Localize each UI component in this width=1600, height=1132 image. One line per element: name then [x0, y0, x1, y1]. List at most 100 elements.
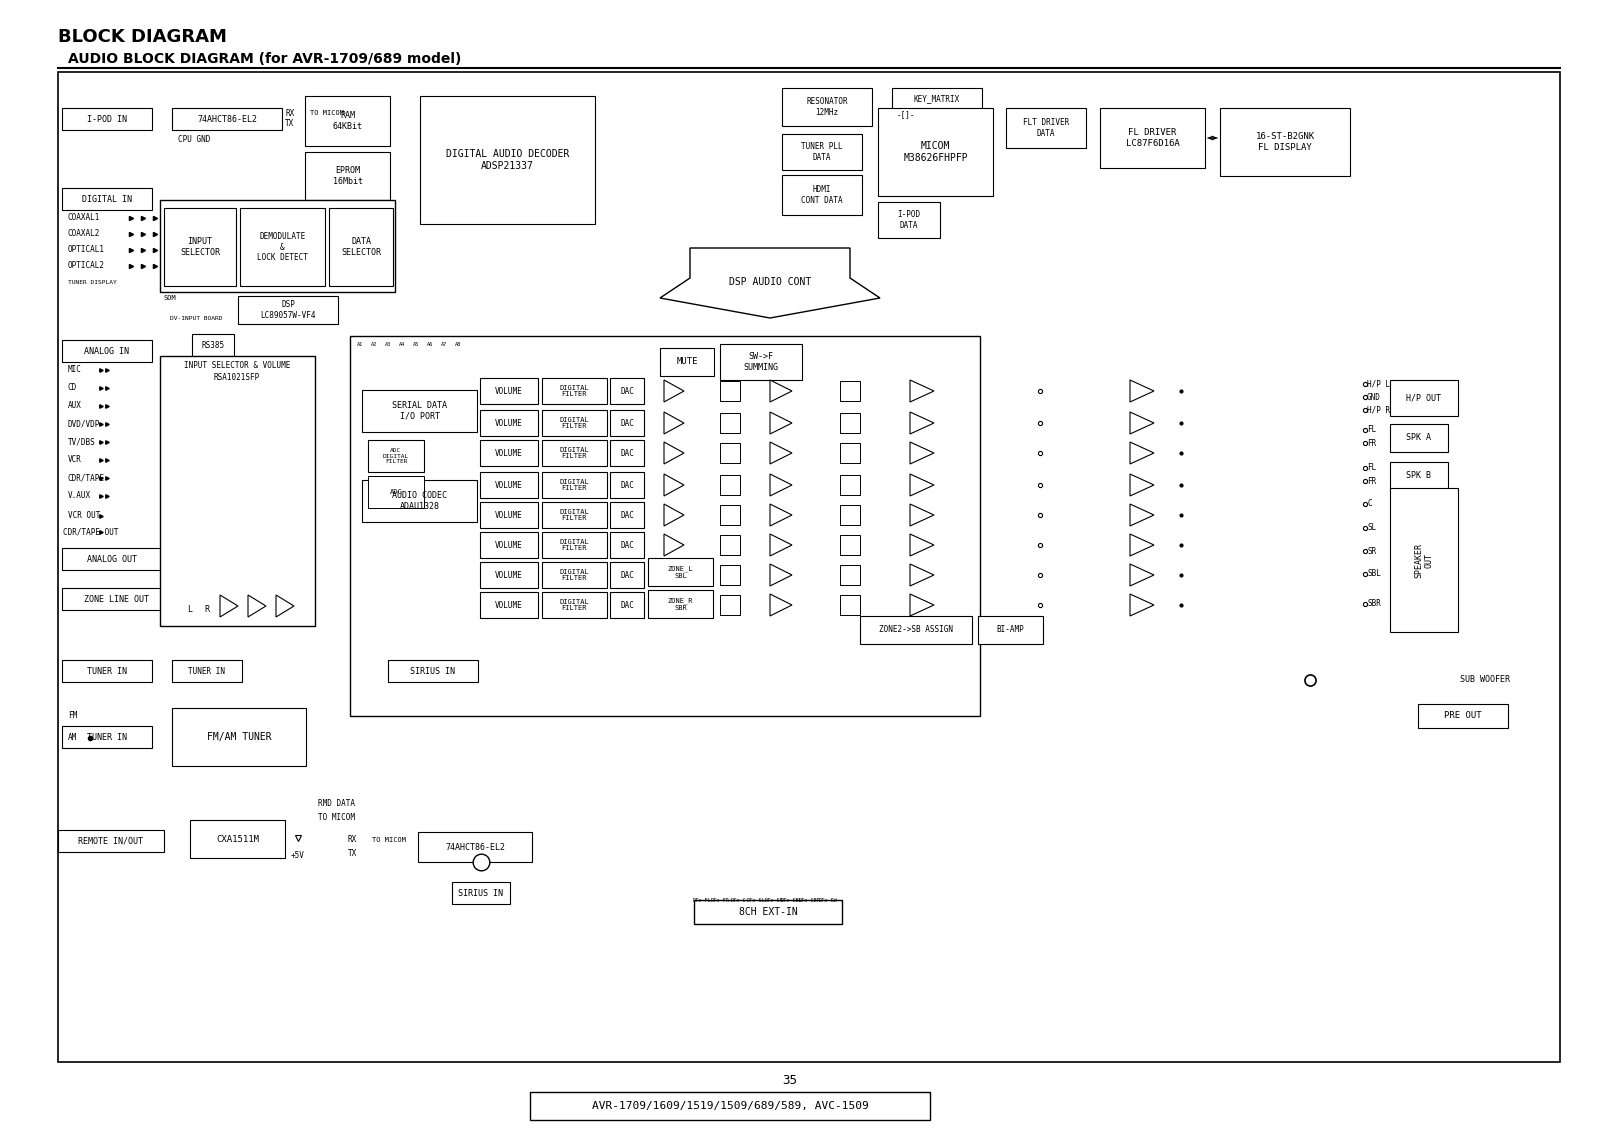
Text: H/P L: H/P L [1366, 379, 1390, 388]
Bar [694, 900, 842, 924]
Text: SW->F
SUMMING: SW->F SUMMING [744, 352, 779, 371]
Bar [720, 535, 739, 555]
Text: PRE OUT: PRE OUT [1445, 712, 1482, 720]
Text: DTx-SBR: DTx-SBR [798, 898, 821, 903]
Text: FM/AM TUNER: FM/AM TUNER [206, 732, 272, 741]
Text: RAM
64KBit: RAM 64KBit [333, 111, 363, 130]
Text: 74AHCT86-EL2: 74AHCT86-EL2 [445, 842, 506, 851]
Bar [610, 501, 643, 528]
Text: EPROM
16Mbit: EPROM 16Mbit [333, 166, 363, 186]
Text: CDR/TAPE OUT: CDR/TAPE OUT [62, 528, 118, 537]
Bar [542, 410, 606, 436]
Bar [840, 565, 861, 585]
Text: A5: A5 [413, 342, 419, 346]
Bar [480, 592, 538, 618]
Text: DAC: DAC [621, 448, 634, 457]
Text: DV-INPUT BOARD: DV-INPUT BOARD [170, 316, 222, 320]
Text: DIGITAL AUDIO DECODER
ADSP21337: DIGITAL AUDIO DECODER ADSP21337 [446, 149, 570, 171]
Bar [782, 175, 862, 215]
Bar [173, 660, 242, 681]
Polygon shape [910, 594, 934, 616]
Text: ADC: ADC [390, 489, 402, 495]
Text: CD: CD [67, 384, 77, 393]
Text: ZONE_R
SBR: ZONE_R SBR [667, 598, 693, 611]
Bar [362, 480, 477, 522]
Bar [418, 832, 531, 861]
Text: DTx-SW: DTx-SW [819, 898, 837, 903]
Text: FLT DRIVER
DATA: FLT DRIVER DATA [1022, 119, 1069, 138]
Text: SIRIUS IN: SIRIUS IN [459, 889, 504, 898]
Bar [610, 410, 643, 436]
Text: MIC: MIC [67, 366, 82, 375]
Text: VOLUME: VOLUME [494, 571, 523, 580]
Bar [840, 443, 861, 463]
Text: VOLUME: VOLUME [494, 386, 523, 395]
Text: RS385: RS385 [202, 341, 224, 350]
Bar [238, 295, 338, 324]
Text: A7: A7 [442, 342, 446, 346]
Bar [782, 134, 862, 170]
Text: A4: A4 [398, 342, 405, 346]
Bar [480, 501, 538, 528]
Text: DIGITAL
FILTER: DIGITAL FILTER [560, 539, 589, 551]
Text: DIGITAL
FILTER: DIGITAL FILTER [560, 385, 589, 397]
Text: VOLUME: VOLUME [494, 600, 523, 609]
Bar [720, 475, 739, 495]
Text: CDR/TAPE: CDR/TAPE [67, 473, 106, 482]
Text: FR: FR [1366, 438, 1376, 447]
Polygon shape [910, 380, 934, 402]
Text: SBR: SBR [1366, 600, 1381, 609]
Bar [58, 72, 1560, 1062]
Text: VOLUME: VOLUME [494, 448, 523, 457]
Polygon shape [770, 441, 792, 464]
Bar [542, 501, 606, 528]
Polygon shape [770, 412, 792, 434]
Text: DAC: DAC [621, 571, 634, 580]
Polygon shape [910, 534, 934, 556]
Text: DAC: DAC [621, 480, 634, 489]
Text: SOM: SOM [163, 295, 176, 301]
Text: DAC: DAC [621, 511, 634, 520]
Text: SL: SL [1366, 523, 1376, 532]
Bar [1390, 380, 1458, 415]
Bar [480, 532, 538, 558]
Text: A2: A2 [371, 342, 378, 346]
Text: DAC: DAC [621, 600, 634, 609]
Text: SBL: SBL [1366, 569, 1381, 578]
Text: TUNER PLL
DATA: TUNER PLL DATA [802, 143, 843, 162]
Bar [419, 96, 595, 224]
Text: ANALOG OUT: ANALOG OUT [86, 555, 138, 564]
Bar [978, 616, 1043, 644]
Bar [840, 413, 861, 434]
Bar [648, 590, 714, 618]
Text: DATA
SELECTOR: DATA SELECTOR [341, 238, 381, 257]
Bar [648, 558, 714, 586]
Text: 74AHCT86-EL2: 74AHCT86-EL2 [197, 114, 258, 123]
Bar [453, 882, 510, 904]
Text: TUNER IN: TUNER IN [189, 667, 226, 676]
Bar [480, 472, 538, 498]
Bar [1006, 108, 1086, 148]
Bar [362, 391, 477, 432]
Bar [62, 588, 170, 610]
Text: DTx-SL: DTx-SL [747, 898, 765, 903]
Text: DTx-FR: DTx-FR [710, 898, 730, 903]
Text: 8CH EXT-IN: 8CH EXT-IN [739, 907, 797, 917]
Bar [542, 561, 606, 588]
Text: DAC: DAC [621, 419, 634, 428]
Text: DIGITAL
FILTER: DIGITAL FILTER [560, 446, 589, 460]
Text: TUNER DISPLAY: TUNER DISPLAY [67, 281, 117, 285]
Polygon shape [664, 534, 685, 556]
Text: VOLUME: VOLUME [494, 419, 523, 428]
Polygon shape [770, 504, 792, 526]
Text: SPK B: SPK B [1406, 472, 1432, 480]
Bar [610, 378, 643, 404]
Bar [720, 443, 739, 463]
Polygon shape [910, 474, 934, 496]
Bar [62, 188, 152, 211]
Bar [306, 96, 390, 146]
Text: I-POD IN: I-POD IN [86, 114, 126, 123]
Text: VOLUME: VOLUME [494, 511, 523, 520]
Bar [893, 88, 982, 110]
Polygon shape [661, 248, 880, 318]
